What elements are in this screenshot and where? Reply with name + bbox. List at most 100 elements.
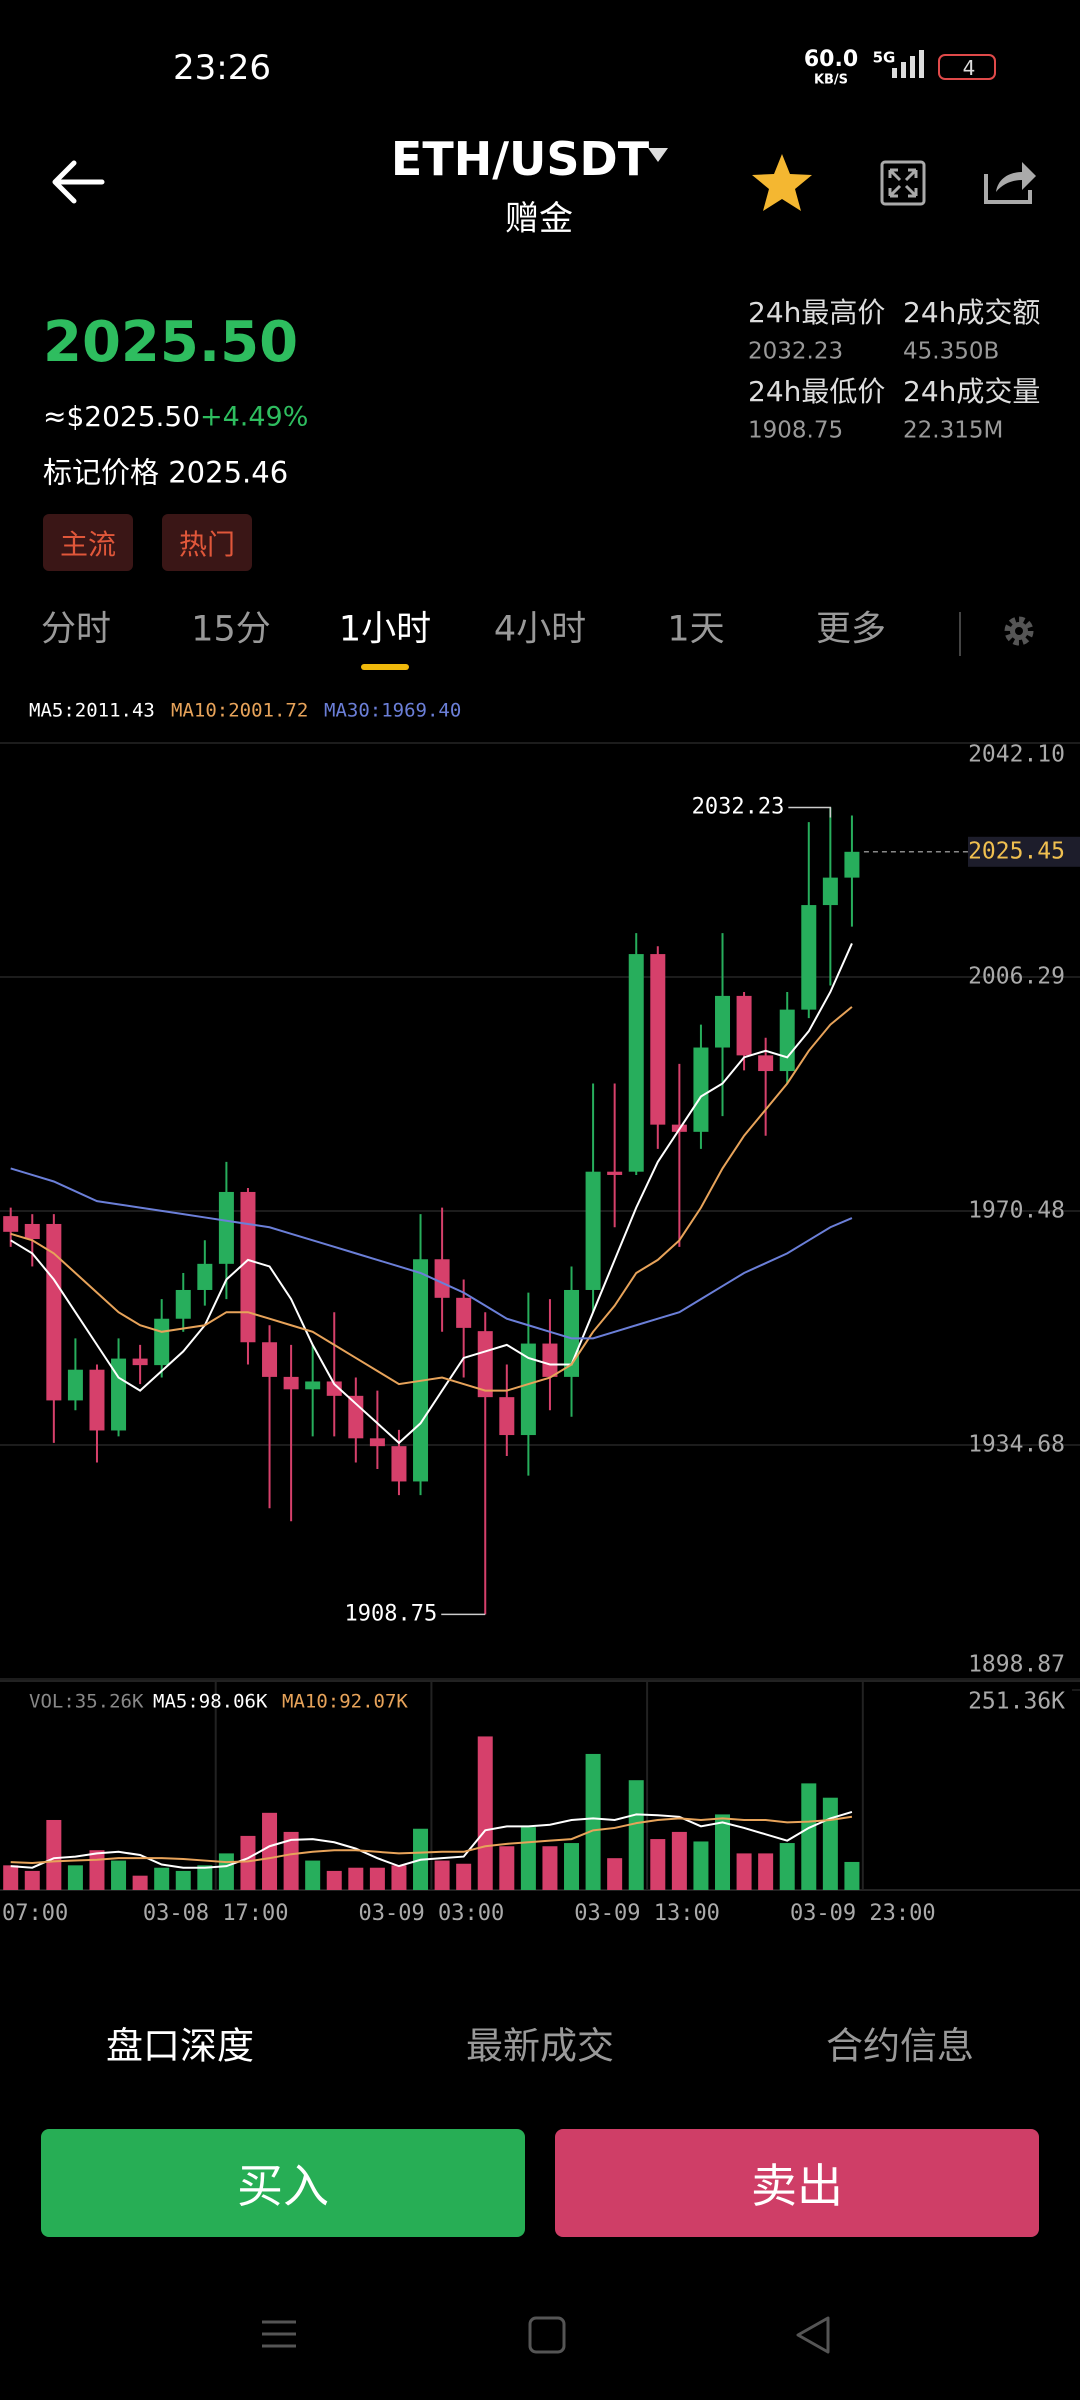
volume-bar <box>326 1870 342 1890</box>
stat-value: 1908.75 <box>748 417 844 444</box>
tag[interactable]: 热门 <box>162 514 252 571</box>
candle-body <box>693 1047 709 1132</box>
pair-title[interactable]: ETH/USDT <box>390 132 650 186</box>
candle-body <box>801 905 817 1010</box>
volume-bar <box>3 1865 19 1890</box>
x-tick-label: 03-08 17:00 <box>143 1901 289 1926</box>
volume-bar <box>262 1812 278 1890</box>
interval-tab[interactable]: 1天 <box>667 609 725 650</box>
mark-price: 标记价格 2025.46 <box>43 455 289 490</box>
volume-bar <box>391 1865 407 1890</box>
pair-dropdown[interactable] <box>648 148 668 164</box>
legend-entry: MA30:1969.40 <box>324 700 461 722</box>
last-price: 2025.50 <box>43 310 299 375</box>
stat-value: 45.350B <box>903 338 1000 365</box>
x-tick-label: 03-09 13:00 <box>574 1901 720 1926</box>
stat-label: 24h成交量 <box>903 375 1041 408</box>
high-label: 2032.23 <box>692 794 785 819</box>
share-button[interactable] <box>982 158 1038 206</box>
bottom-tab[interactable]: 最新成交 <box>466 2024 614 2068</box>
volume-bar <box>197 1865 213 1890</box>
volume-bar <box>628 1780 644 1890</box>
volume-bar <box>736 1853 752 1890</box>
candle-body <box>154 1318 170 1366</box>
sell-button[interactable]: 卖出 <box>555 2129 1039 2237</box>
candle-body <box>822 877 838 906</box>
battery-level: 4 <box>962 56 976 80</box>
volume-bar <box>218 1853 234 1890</box>
back-button[interactable] <box>50 158 106 206</box>
interval-tab[interactable]: 分时 <box>40 609 112 650</box>
x-tick-label: 03-09 03:00 <box>359 1901 505 1926</box>
candle-body <box>305 1381 321 1390</box>
candle-body <box>628 954 644 1172</box>
candle-body <box>650 954 666 1125</box>
interval-tab[interactable]: 4小时 <box>493 609 587 650</box>
tab-indicator <box>361 664 409 670</box>
volume-bar <box>499 1846 515 1890</box>
volume-bar <box>607 1858 623 1890</box>
interval-tab[interactable]: 更多 <box>815 609 887 650</box>
candle-body <box>434 1259 450 1298</box>
legend-entry: VOL:35.26K <box>29 1691 144 1713</box>
legend-entry: MA10:2001.72 <box>171 700 308 722</box>
nav-bar <box>262 2316 830 2354</box>
candle-body <box>844 851 860 878</box>
settings-button[interactable] <box>1002 614 1036 648</box>
y-tick-label: 251.36K <box>968 1689 1065 1715</box>
interval-tab-active[interactable]: 1小时 <box>338 609 432 650</box>
kline-chart: 2042.10 2006.29 1970.48 1934.68 1898.87 MA5:2… <box>0 700 1080 1926</box>
volume-bar <box>693 1841 709 1890</box>
candle-body <box>456 1297 472 1328</box>
volume-bar <box>844 1861 860 1890</box>
candle-body <box>391 1446 407 1482</box>
candle-body <box>111 1358 127 1431</box>
interval-tab[interactable]: 15分 <box>191 609 271 650</box>
stat-value: 2032.23 <box>748 338 844 365</box>
ma-line <box>10 1006 853 1392</box>
high-pointer <box>788 806 832 818</box>
candle-body <box>348 1395 364 1439</box>
volume-bar <box>348 1867 364 1890</box>
tag[interactable]: 主流 <box>43 514 133 571</box>
candle-body <box>520 1343 536 1436</box>
volume-bar <box>585 1753 601 1890</box>
candle-body <box>413 1259 429 1482</box>
candle-body <box>89 1369 105 1431</box>
volume-bar <box>240 1835 256 1890</box>
bottom-tab[interactable]: 合约信息 <box>826 2024 974 2068</box>
candle-body <box>715 995 731 1048</box>
volume-bar <box>564 1843 580 1890</box>
volume-bar <box>758 1853 774 1890</box>
buy-button[interactable]: 买入 <box>41 2129 525 2237</box>
net-speed: 60.0 <box>803 47 859 72</box>
candle-body <box>132 1358 148 1366</box>
x-tick-label: 07:00 <box>2 1901 68 1926</box>
battery: 4 <box>938 54 996 80</box>
candle-body <box>67 1369 83 1401</box>
bottom-tab-active[interactable]: 盘口深度 <box>106 2024 254 2068</box>
ma-line <box>10 943 853 1445</box>
legend-entry: MA10:92.07K <box>282 1691 408 1713</box>
volume-bar <box>111 1860 127 1890</box>
low-label: 1908.75 <box>345 1601 438 1626</box>
x-tick-label: 03-09 23:00 <box>790 1901 936 1926</box>
volume-bar <box>67 1865 83 1890</box>
candle-body <box>218 1191 234 1264</box>
fullscreen-button[interactable] <box>880 160 926 206</box>
y-tick-label: 1970.48 <box>968 1198 1065 1224</box>
divider <box>959 612 961 656</box>
candle-body <box>197 1263 213 1290</box>
favorite-star[interactable] <box>750 152 814 214</box>
volume-bar <box>456 1863 472 1890</box>
volume-bar <box>132 1875 148 1890</box>
volume-bar <box>822 1797 838 1890</box>
candle-body <box>585 1171 601 1290</box>
stat-label: 24h最低价 <box>748 375 886 408</box>
volume-bar <box>671 1831 687 1890</box>
y-tick-label: 1934.68 <box>968 1431 1065 1457</box>
volume-bar <box>542 1846 558 1890</box>
volume-bar <box>283 1831 299 1890</box>
stat-value: 22.315M <box>903 417 1004 444</box>
candle-body <box>46 1223 62 1401</box>
